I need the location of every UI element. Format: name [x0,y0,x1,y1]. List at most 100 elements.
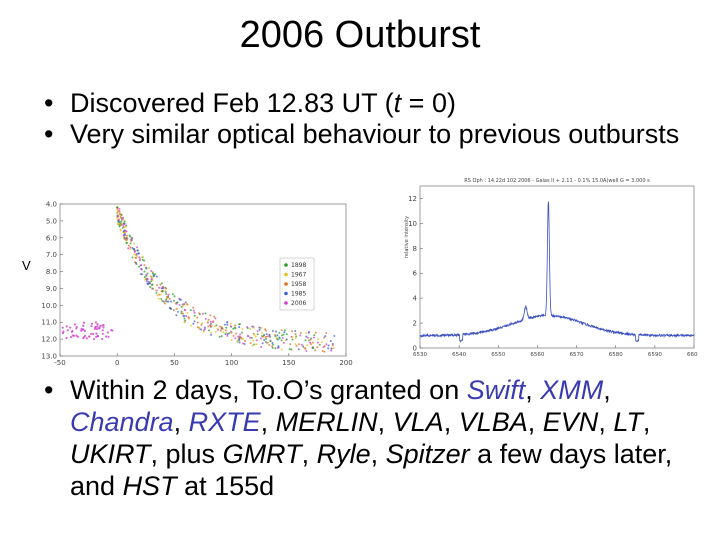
lc-point [259,337,262,340]
sp-ylabel: relative intensity [404,216,410,258]
lc-point [236,339,239,342]
lc-point [311,346,314,349]
lc-point [183,317,186,320]
lc-point [149,285,152,288]
lc-point [136,246,139,249]
lc-point [176,310,179,313]
lc-point [210,322,213,325]
lc-point [307,331,310,334]
lc-point [131,256,134,259]
lc-point [119,229,122,232]
lc-point [281,334,284,337]
lc-point [233,326,236,329]
lc-point [333,335,336,338]
lc-xtick-label: -50 [54,359,65,367]
lc-point [137,252,140,255]
lc-xtick-label: 150 [282,359,295,367]
lc-point [218,335,221,338]
lc-point [183,320,186,323]
lc-point [202,330,205,333]
lc-point [226,321,229,324]
lc-point [247,335,250,338]
lc-point [180,310,183,313]
lc-point [225,326,228,329]
lc-point [186,303,189,306]
lc-point [285,338,288,341]
bullet-list-bottom: Within 2 days, To.O’s granted on Swift, … [44,374,694,502]
lc-point [127,244,130,247]
lc-point [145,273,148,276]
slide-title: 2006 Outburst [239,14,481,56]
lc-point [210,331,213,334]
lc-point [185,314,188,317]
lc-point [295,335,298,338]
lc-point [283,331,286,334]
lc-point [99,324,102,328]
lc-point [306,336,309,339]
lc-point [278,331,281,334]
lc-point [285,333,288,336]
lc-point [198,312,201,315]
lc-point [126,234,129,237]
spectrum-line [419,201,695,343]
lc-ytick-label: 4.0 [46,201,57,209]
lc-point [119,215,122,218]
sp-xtick-label: 6570 [570,352,584,356]
lc-point [168,297,171,300]
lc-point [242,342,245,345]
lc-point [138,259,141,262]
lc-point [320,341,323,344]
lc-point [153,273,156,276]
light-curve-axes: 4.0 5.0 6.0 7.0 8.0 9.0 10.0 11.0 12.0 13.0-50 0 50… [41,201,352,368]
lc-point [159,283,162,286]
lc-xtick-label: 50 [170,359,179,367]
lc-point [138,256,141,259]
lc-point [181,312,184,315]
obs-rxte: RXTE [188,407,261,437]
lc-point [289,343,292,346]
lc-point [171,293,174,296]
obs-spitzer: Spitzer [385,439,470,469]
lc-point [200,328,203,331]
lc-point [96,322,99,326]
lc-point [187,317,190,320]
lc-point [122,234,125,237]
lc-point [145,266,148,269]
lc-point [140,264,143,267]
lc-point [193,314,196,317]
lc-point [182,304,185,307]
lc-point [93,337,96,341]
lc-point [160,293,163,296]
lc-point [276,346,279,349]
lc-point [240,337,243,340]
lc-point [107,335,110,339]
lc-point [201,322,204,325]
lc-point [61,326,64,329]
lc-point [122,224,125,227]
lc-point [69,326,72,329]
lc-point [151,279,154,282]
lc-point [306,344,309,347]
sp-xtick-label: 6530 [413,352,427,356]
lc-point [189,309,192,312]
lc-point [223,323,226,326]
lc-point [129,246,132,249]
lc-point [172,299,175,302]
lc-point [265,333,268,336]
lc-point [143,276,146,279]
lc-point [172,309,175,312]
lc-point [271,346,274,349]
lc-point [299,334,302,337]
lc-point [215,324,218,327]
lc-point [178,298,181,301]
lc-point [238,341,241,344]
lc-point [150,278,153,281]
lc-point [225,331,228,334]
lc-point [147,280,150,283]
lc-point [226,333,229,336]
lc-legend-swatch [284,263,288,267]
lc-point [258,328,261,331]
lc-point [243,339,246,342]
lc-point [149,275,152,278]
lc-point [220,335,223,338]
